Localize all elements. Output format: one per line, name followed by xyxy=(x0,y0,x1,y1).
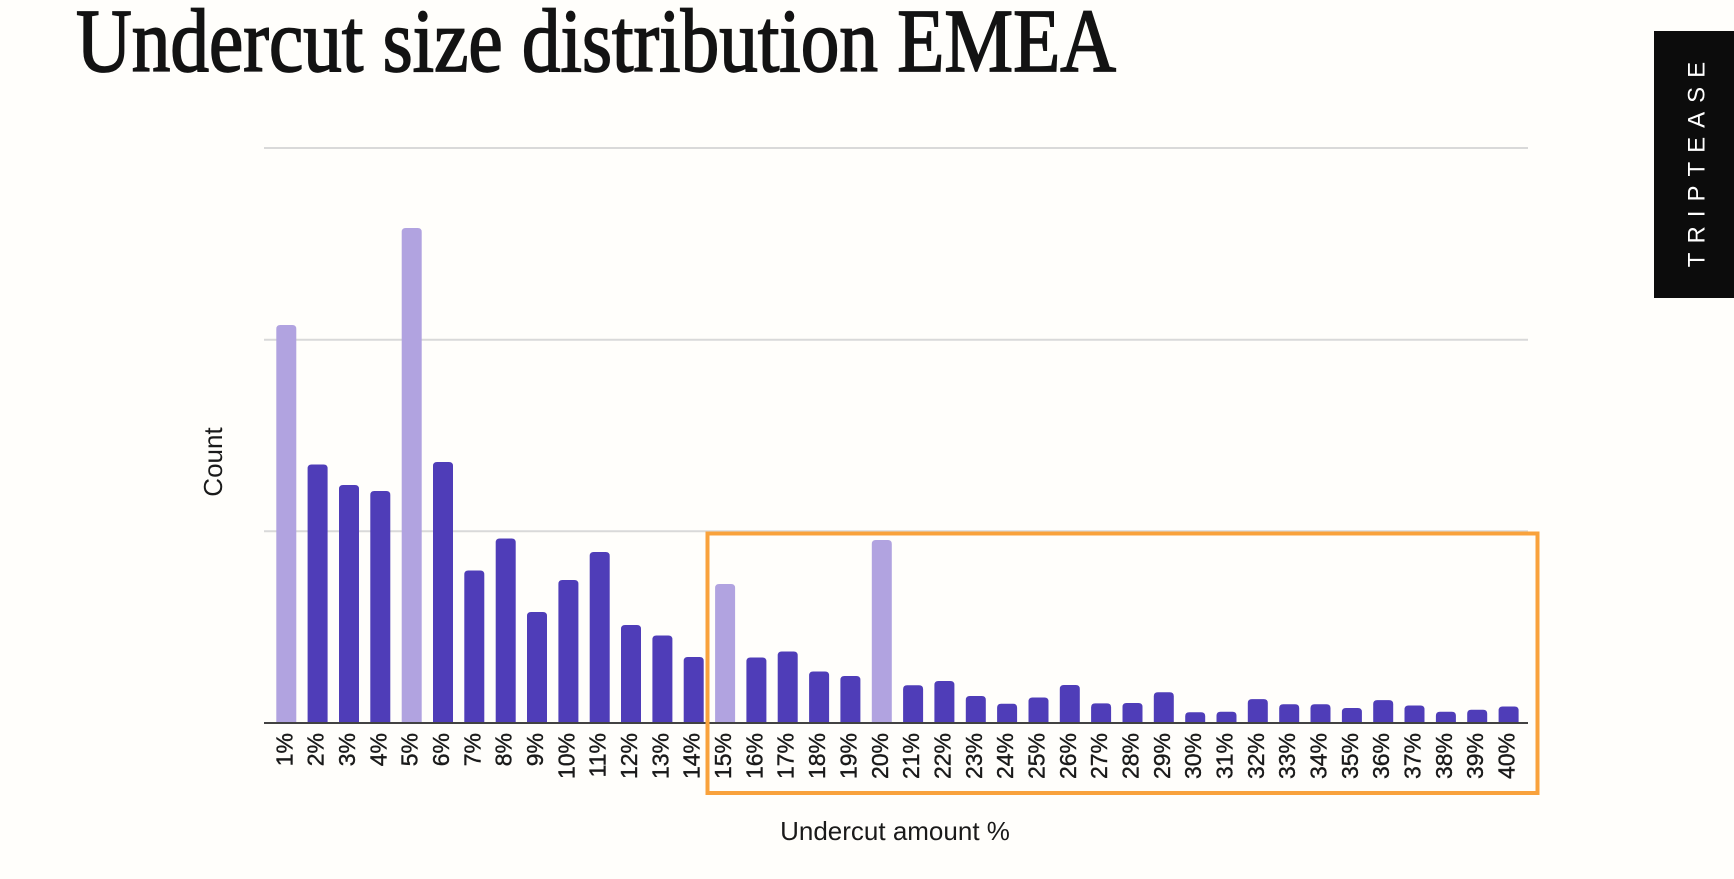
svg-text:6%: 6% xyxy=(428,733,454,766)
svg-text:Undercut amount %: Undercut amount % xyxy=(780,816,1010,846)
svg-text:33%: 33% xyxy=(1274,733,1300,779)
svg-text:23%: 23% xyxy=(961,733,987,779)
svg-text:15%: 15% xyxy=(710,733,736,779)
svg-text:7%: 7% xyxy=(459,733,485,766)
svg-text:35%: 35% xyxy=(1337,733,1363,779)
svg-text:24%: 24% xyxy=(992,733,1018,779)
svg-text:3%: 3% xyxy=(334,733,360,766)
svg-text:31%: 31% xyxy=(1212,733,1238,779)
svg-text:39%: 39% xyxy=(1462,733,1488,779)
svg-text:29%: 29% xyxy=(1149,733,1175,779)
svg-text:22%: 22% xyxy=(929,733,955,779)
svg-text:32%: 32% xyxy=(1243,733,1269,779)
svg-text:Count: Count xyxy=(198,427,228,497)
svg-text:28%: 28% xyxy=(1118,733,1144,779)
svg-text:16%: 16% xyxy=(741,733,767,779)
svg-text:14%: 14% xyxy=(679,733,705,779)
svg-text:25%: 25% xyxy=(1024,733,1050,779)
svg-text:18%: 18% xyxy=(804,733,830,779)
svg-text:30%: 30% xyxy=(1180,733,1206,779)
svg-text:36%: 36% xyxy=(1368,733,1394,779)
svg-text:12%: 12% xyxy=(616,733,642,779)
svg-text:10%: 10% xyxy=(553,733,579,779)
svg-text:8%: 8% xyxy=(491,733,517,766)
svg-text:21%: 21% xyxy=(898,733,924,779)
svg-text:9%: 9% xyxy=(522,733,548,766)
svg-text:17%: 17% xyxy=(773,733,799,779)
svg-text:37%: 37% xyxy=(1400,733,1426,779)
svg-text:34%: 34% xyxy=(1306,733,1332,779)
svg-text:13%: 13% xyxy=(647,733,673,779)
svg-text:19%: 19% xyxy=(835,733,861,779)
svg-text:20%: 20% xyxy=(867,733,893,779)
svg-text:Undercut size distribution EME: Undercut size distribution EMEA xyxy=(76,0,1116,91)
svg-text:5%: 5% xyxy=(397,733,423,766)
svg-text:38%: 38% xyxy=(1431,733,1457,779)
svg-text:26%: 26% xyxy=(1055,733,1081,779)
svg-text:2%: 2% xyxy=(303,733,329,766)
svg-text:TRIPTEASE: TRIPTEASE xyxy=(1684,53,1711,267)
svg-text:40%: 40% xyxy=(1494,733,1520,779)
svg-text:4%: 4% xyxy=(365,733,391,766)
svg-text:1%: 1% xyxy=(271,733,297,766)
svg-text:27%: 27% xyxy=(1086,733,1112,779)
svg-text:11%: 11% xyxy=(585,733,611,777)
